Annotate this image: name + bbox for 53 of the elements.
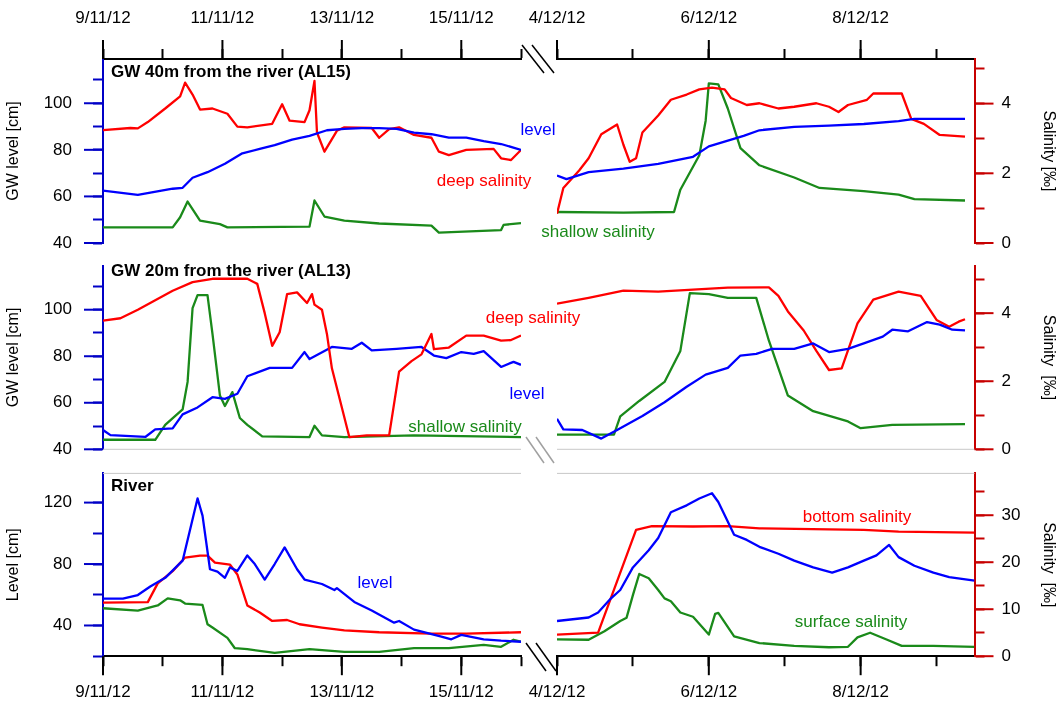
series-label: deep salinity (436, 170, 532, 190)
y2-tick-label: 4 (1001, 302, 1011, 322)
y-axis-title: GW level [cm] (4, 101, 22, 201)
y-tick-label: 100 (43, 92, 72, 112)
chart-title: River (111, 476, 154, 496)
y2-tick-label: 0 (1001, 438, 1011, 458)
x-tick-label: 15/11/12 (428, 8, 494, 28)
y-tick-label: 60 (53, 392, 72, 412)
y-tick-label: 40 (53, 438, 72, 458)
y-tick-label: 80 (53, 345, 72, 365)
y-axis-title: GW level [cm] (4, 307, 22, 408)
series-label: level (509, 383, 545, 403)
y-tick-label: 80 (53, 139, 72, 159)
series-label: surface salinity (794, 611, 908, 631)
series-label: bottom salinity (802, 506, 912, 526)
y2-tick-label: 2 (1001, 162, 1011, 182)
x-tick-label: 8/12/12 (832, 8, 889, 28)
series-label: level (520, 119, 556, 139)
series-label: level (357, 572, 393, 592)
x-tick-label: 4/12/12 (528, 8, 586, 28)
y-tick-label: 40 (53, 232, 72, 252)
series-label: shallow salinity (541, 221, 656, 241)
x-tick-label: 8/12/12 (832, 682, 889, 702)
y2-tick-label: 4 (1001, 93, 1011, 113)
y2-tick-label: 0 (1001, 645, 1011, 665)
y2-tick-label: 2 (1001, 370, 1011, 390)
y2-tick-label: 30 (1001, 504, 1021, 524)
x-tick-label: 11/11/12 (190, 682, 255, 702)
y2-tick-label: 20 (1001, 551, 1021, 571)
chart-title: GW 40m from the river (AL15) (111, 62, 351, 81)
series-label: shallow salinity (408, 416, 523, 436)
x-tick-label: 9/11/12 (75, 8, 131, 28)
y-tick-label: 80 (53, 553, 72, 573)
y-tick-label: 40 (53, 615, 72, 635)
y2-tick-label: 10 (1001, 598, 1021, 618)
y2-tick-label: 0 (1001, 232, 1011, 252)
y2-axis-title: Salinity [‰] (1040, 314, 1058, 401)
series-label: deep salinity (485, 307, 581, 327)
y-axis-title: Level [cm] (4, 528, 22, 602)
y-tick-label: 120 (43, 492, 72, 512)
chart-title: GW 20m from the river (AL13) (111, 260, 351, 280)
x-tick-label: 15/11/12 (428, 682, 494, 702)
y2-axis-title: Salinity [‰] (1040, 110, 1058, 192)
x-tick-label: 13/11/12 (309, 8, 375, 28)
y-tick-label: 100 (43, 299, 72, 319)
x-tick-label: 9/11/12 (75, 682, 131, 702)
x-tick-label: 11/11/12 (190, 8, 255, 28)
x-tick-label: 4/12/12 (528, 682, 586, 702)
y2-axis-title: Salinity [‰] (1040, 522, 1058, 608)
y-tick-label: 60 (53, 186, 72, 206)
x-tick-label: 6/12/12 (680, 8, 738, 28)
x-tick-label: 13/11/12 (309, 682, 375, 702)
x-tick-label: 6/12/12 (680, 682, 738, 702)
